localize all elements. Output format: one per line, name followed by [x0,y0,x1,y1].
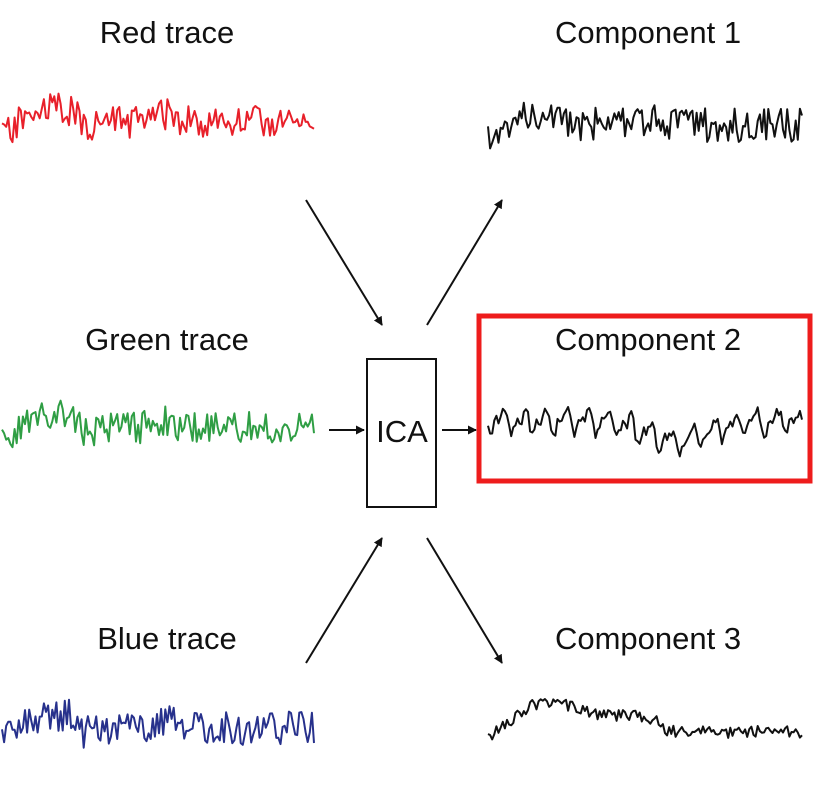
blue-trace-signal [1,698,315,749]
red-trace-signal [1,92,315,144]
ica-label: ICA [376,414,428,449]
ica-to-component-1-arrow [426,199,503,326]
component-2-highlight-box [476,313,813,484]
ica-to-component-3-arrow [426,537,503,664]
component-1-label: Component 1 [555,15,741,50]
component-3-signal [487,698,803,741]
blue-to-ica-arrow [305,537,383,664]
component-2-label: Component 2 [555,322,741,357]
green-trace-label: Green trace [85,322,249,357]
ica-box [366,358,437,508]
red-to-ica-arrow [305,199,383,326]
green-trace-signal [1,399,315,449]
component-3-label: Component 3 [555,621,741,656]
blue-trace-label: Blue trace [97,621,237,656]
red-trace-label: Red trace [100,15,234,50]
component-2-signal [487,406,803,458]
component-1-signal [487,101,803,150]
